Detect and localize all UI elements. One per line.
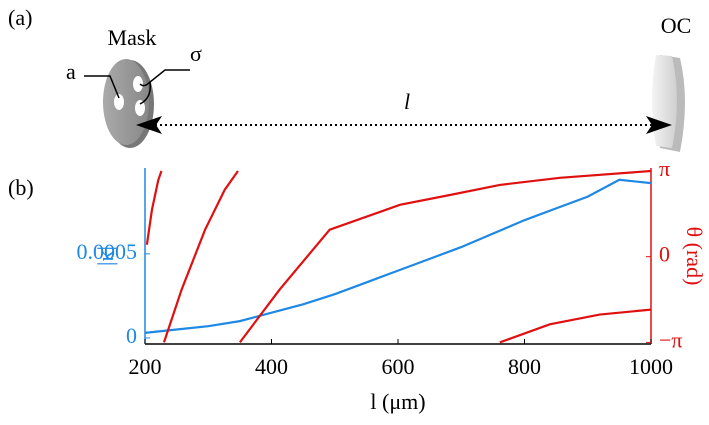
- curve: [144, 178, 652, 334]
- curve: [238, 169, 652, 344]
- panel-label: (b): [8, 175, 34, 200]
- x-tick-label: 400: [255, 354, 288, 379]
- y2-tick-label: 0: [659, 242, 670, 267]
- x-tick-label: 1000: [629, 354, 673, 379]
- y2-tick-label: −π: [659, 327, 683, 352]
- mask: [103, 59, 154, 148]
- length-label: l: [404, 89, 410, 114]
- output-coupler: [652, 55, 685, 152]
- x-tick-label: 800: [508, 354, 541, 379]
- x-axis-label: l (μm): [370, 389, 425, 414]
- y-tick-label: 0.0005: [77, 239, 138, 264]
- x-tick-label: 600: [382, 354, 415, 379]
- y-tick-label: 0: [126, 323, 137, 348]
- y2-tick-label: π: [659, 156, 670, 181]
- chart: 200 400 600 800 1000 0 0.0005 −π 0 π l (μm) |κ| θ (r…: [77, 156, 707, 414]
- curve: [162, 170, 239, 343]
- curve: [145, 170, 163, 245]
- length-arrow: [136, 116, 672, 134]
- aperture-label: a: [66, 59, 76, 84]
- x-tick-label: 200: [129, 354, 162, 379]
- curve: [499, 308, 652, 344]
- mask-label: Mask: [108, 25, 157, 50]
- y2-axis-label: θ (rad): [682, 227, 707, 286]
- panel-label: (a): [8, 5, 32, 30]
- spacing-label: σ: [190, 41, 202, 66]
- y-axis-label: |κ|: [93, 246, 118, 266]
- coupler-label: OC: [661, 13, 692, 38]
- leader-lines: [84, 69, 190, 105]
